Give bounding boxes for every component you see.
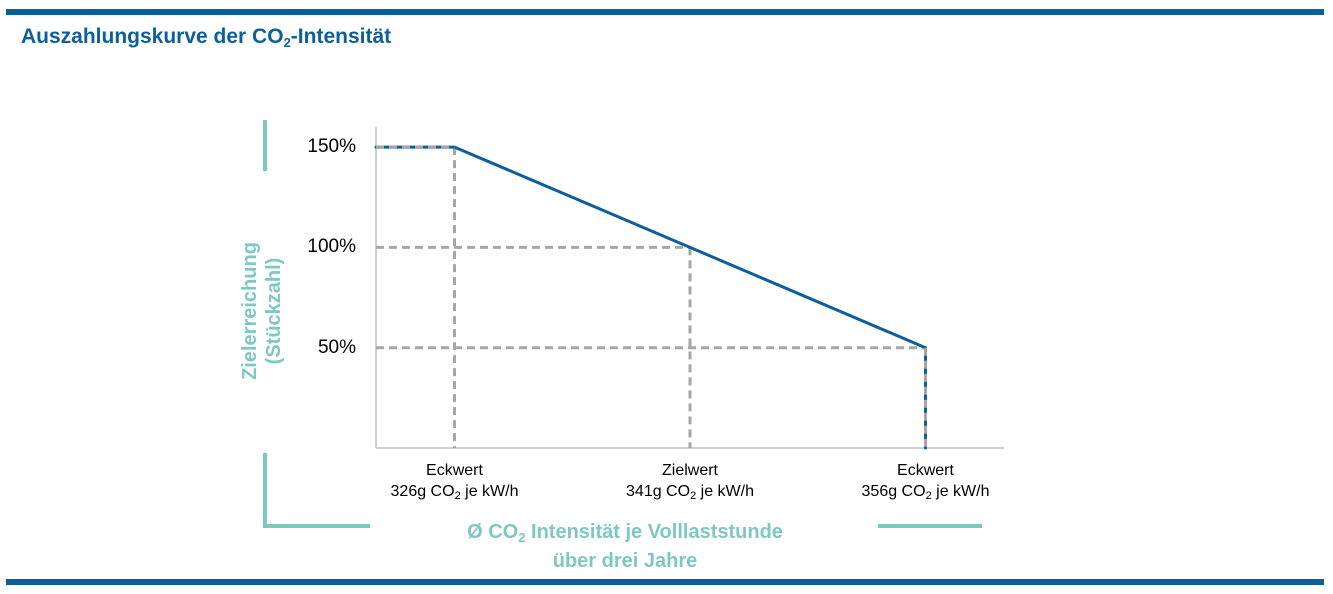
data-point [924, 446, 927, 450]
top-rule [6, 9, 1324, 15]
x-bracket-left [263, 453, 370, 528]
data-point [688, 245, 692, 249]
x-category-name: Zielwert [661, 462, 718, 479]
y-tick-label: 50% [317, 336, 356, 358]
x-category-name: Eckwert [897, 462, 954, 479]
x-category-label: Eckwert 326g CO2 je kW/h [391, 460, 519, 502]
x-category-label: Eckwert 356g CO2 je kW/h [862, 460, 990, 502]
x-category-label: Zielwert 341g CO2 je kW/h [626, 460, 754, 502]
y-tick-label: 100% [307, 236, 356, 258]
x-category-name: Eckwert [426, 462, 483, 479]
y-axis-label: Zielerreichung (Stückzahl) [238, 242, 286, 380]
y-axis-label-line2: (Stückzahl) [263, 257, 285, 365]
y-axis-label-line1: Zielerreichung [239, 242, 261, 380]
page-title: Auszahlungskurve der CO2-Intensität [21, 25, 392, 50]
x-category-value: 341g CO2 je kW/h [626, 483, 754, 502]
x-axis-label-line1: Ø CO2 Intensität je Volllaststunde [467, 521, 783, 545]
x-axis-label: Ø CO2 Intensität je Volllaststunde über … [467, 518, 783, 576]
x-category-value: 356g CO2 je kW/h [861, 483, 990, 502]
x-axis-label-line2: über drei Jahre [552, 550, 698, 572]
y-tick-label: 150% [307, 136, 356, 158]
bottom-rule [6, 579, 1324, 585]
x-category-value: 326g CO2 je kW/h [390, 483, 519, 502]
series-line [376, 145, 927, 448]
